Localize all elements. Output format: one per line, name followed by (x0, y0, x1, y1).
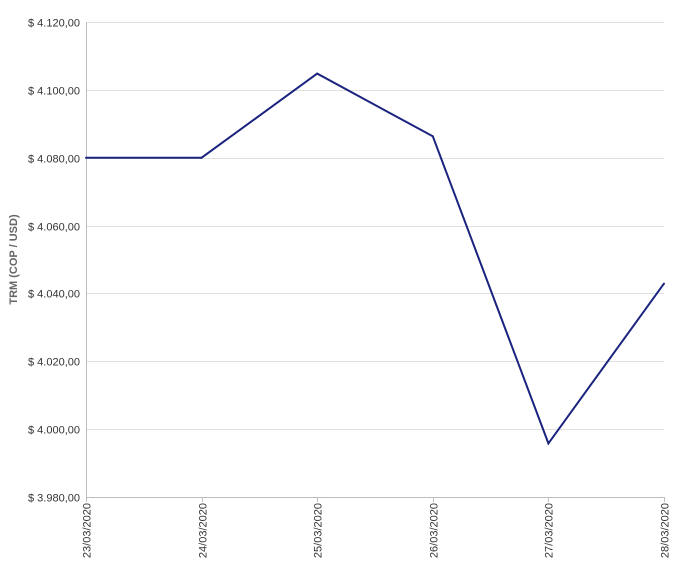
y-tick-label: $ 4.120,00 (28, 18, 80, 30)
axes (86, 22, 665, 502)
x-tick-label: 26/03/2020 (429, 503, 441, 558)
x-tick-label: 24/03/2020 (198, 503, 210, 558)
y-tick-label: $ 4.020,00 (28, 357, 80, 369)
x-tick-label: 25/03/2020 (313, 503, 325, 558)
series-line (86, 72, 665, 446)
x-tick-labels: 23/03/2020 24/03/2020 25/03/2020 26/03/2020… (82, 503, 672, 558)
data-point (316, 72, 319, 75)
data-point (547, 442, 550, 445)
y-axis-title: TRM (COP / USD) (8, 214, 20, 305)
y-tick-label: $ 4.100,00 (28, 86, 80, 98)
data-point (663, 282, 665, 285)
y-tick-labels: $ 3.980,00 $ 4.000,00 $ 4.020,00 $ 4.040,00… (28, 18, 80, 505)
y-tick-label: $ 3.980,00 (28, 493, 80, 505)
y-tick-label: $ 4.060,00 (28, 222, 80, 234)
x-tick-label: 27/03/2020 (544, 503, 556, 558)
data-point (431, 135, 434, 138)
data-point (200, 156, 203, 159)
y-tick-label: $ 4.040,00 (28, 289, 80, 301)
x-tick-label: 28/03/2020 (660, 503, 672, 558)
x-tick-label: 23/03/2020 (82, 503, 94, 558)
y-tick-label: $ 4.080,00 (28, 154, 80, 166)
gridlines (86, 22, 664, 430)
y-tick-label: $ 4.000,00 (28, 425, 80, 437)
series-layer (85, 72, 665, 446)
data-point (85, 156, 87, 159)
